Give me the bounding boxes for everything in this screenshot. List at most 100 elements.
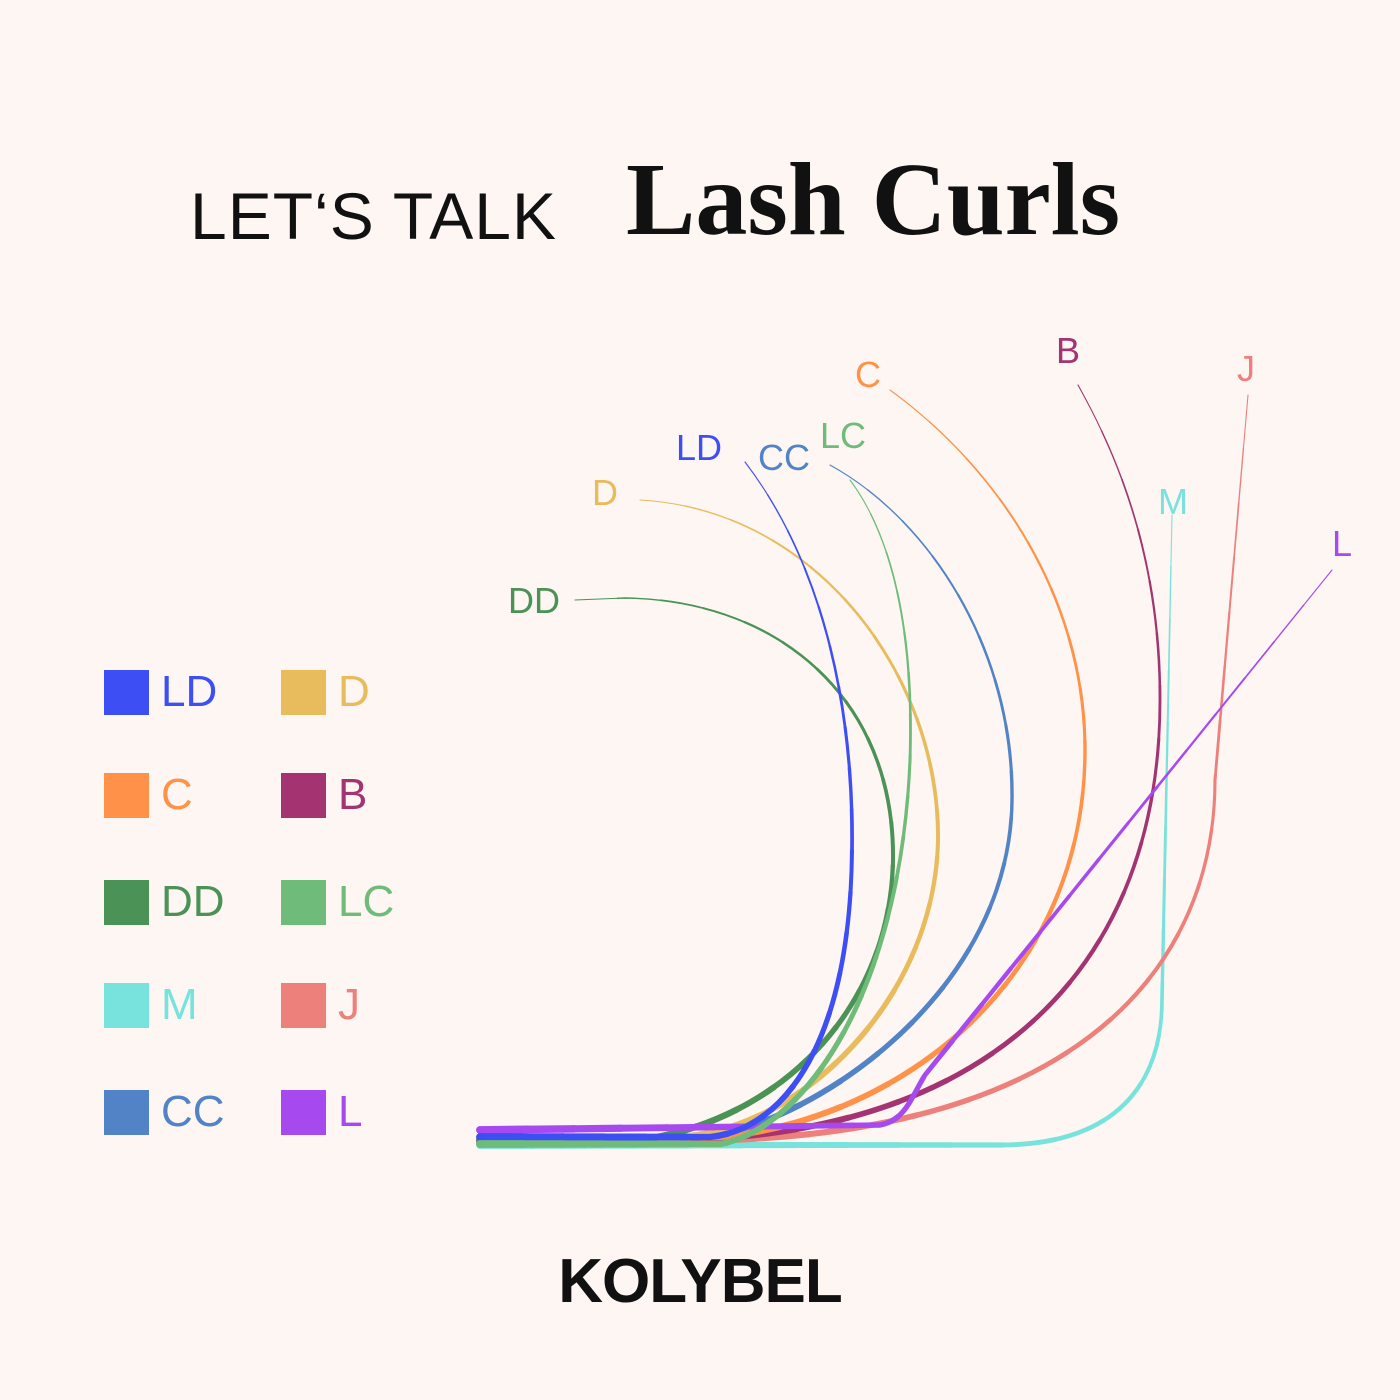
curve-segment (476, 458, 856, 1141)
curve-segment (479, 461, 853, 1138)
curve-segment (477, 595, 896, 1143)
curve-segment (479, 384, 1161, 1142)
curl-curve-lc (476, 476, 915, 1148)
legend-swatch (104, 669, 149, 715)
curve-segment (476, 381, 1164, 1145)
curve-segment (476, 458, 856, 1141)
curve-segment (477, 595, 896, 1143)
curve-segment (476, 386, 1089, 1144)
curve-segment (477, 382, 1163, 1144)
curve-segment (478, 463, 1014, 1142)
curve-segment (476, 458, 856, 1141)
curve-segment (477, 382, 1163, 1144)
curve-segment (479, 389, 1086, 1141)
legend-swatch (104, 772, 149, 818)
curve-segment (476, 381, 1164, 1145)
curve-segment (478, 463, 1014, 1142)
curve-segment (478, 383, 1162, 1143)
curve-segment (478, 460, 854, 1139)
legend-item-b: B (281, 770, 367, 820)
curve-segment (476, 458, 856, 1141)
curve-segment (477, 595, 896, 1143)
curve-segment (477, 387, 1088, 1143)
legend-label: LC (338, 877, 395, 926)
curve-segment (476, 461, 1016, 1144)
curve-segment (478, 463, 1014, 1142)
curve-segment (478, 388, 1087, 1142)
curve-segment (477, 387, 1088, 1143)
legend-label: M (161, 980, 198, 1029)
curve-segment (477, 459, 855, 1140)
legend-label: D (338, 667, 370, 716)
curve-segment (477, 382, 1163, 1144)
curve-segment (477, 512, 1175, 1148)
curve-segment (478, 393, 1250, 1145)
legend-item-cc: CC (104, 1087, 225, 1137)
curve-segment (478, 383, 1162, 1143)
curve-segment (477, 382, 1163, 1144)
curve-segment (477, 567, 1335, 1133)
curve-segment (476, 594, 897, 1144)
curve-label-ld: LD (676, 427, 722, 468)
legend-item-l: L (281, 1087, 362, 1137)
curve-segment (479, 464, 1013, 1141)
curve-segment (477, 387, 1088, 1143)
curve-segment (476, 386, 1089, 1144)
curve-segment (476, 594, 897, 1144)
legend-item-lc: LC (281, 877, 394, 927)
curve-segment (478, 596, 895, 1142)
curve-segment (476, 594, 897, 1144)
curve-segment (478, 460, 854, 1139)
curve-segment (479, 499, 939, 1141)
curve-segment (479, 389, 1086, 1141)
curve-segment (478, 383, 1162, 1143)
curve-segment (477, 595, 896, 1143)
curve-segment (478, 460, 854, 1139)
curve-segment (477, 462, 1015, 1143)
curl-curve-l (476, 566, 1336, 1134)
legend-label: LD (161, 667, 218, 716)
curve-segment (476, 461, 1016, 1144)
curve-segment (476, 386, 1089, 1144)
curve-segment (479, 597, 894, 1141)
curve-segment (477, 387, 1088, 1143)
curve-segment (476, 386, 1089, 1144)
legend-swatch (281, 1089, 326, 1135)
curve-segment (476, 386, 1089, 1144)
curve-segment (479, 597, 894, 1141)
curve-segment (477, 462, 1015, 1143)
curve-segment (478, 596, 895, 1142)
curve-segment (477, 512, 1175, 1148)
curve-segment (477, 459, 855, 1140)
legend-item-m: M (104, 980, 198, 1030)
curl-curve-d (476, 496, 942, 1144)
legend-swatch (104, 982, 149, 1028)
curve-segment (477, 382, 1163, 1144)
curve-segment (476, 496, 942, 1144)
curve-segment (476, 461, 1016, 1144)
curve-segment (476, 594, 897, 1144)
curve-segment (477, 387, 1088, 1143)
curve-segment (479, 461, 854, 1138)
curve-segment (479, 597, 894, 1141)
curve-segment (478, 383, 1162, 1143)
curve-segment (476, 381, 1164, 1145)
curve-segment (476, 594, 897, 1144)
curve-label-j: J (1237, 348, 1255, 389)
legend-label: C (161, 770, 193, 819)
curve-segment (479, 384, 1161, 1142)
curve-segment (478, 463, 1014, 1142)
curve-segment (476, 386, 1089, 1144)
curve-segment (477, 459, 855, 1140)
curve-label-d: D (592, 472, 618, 513)
legend-label: B (338, 770, 368, 819)
curve-segment (478, 388, 1087, 1142)
curve-segment (478, 460, 854, 1139)
curve-segment (476, 594, 897, 1144)
curve-segment (479, 389, 1086, 1141)
curve-segment (478, 478, 913, 1146)
legend-swatch (281, 772, 326, 818)
curve-segment (477, 462, 1015, 1143)
curve-segment (477, 567, 1335, 1133)
legend-label: J (338, 980, 360, 1029)
